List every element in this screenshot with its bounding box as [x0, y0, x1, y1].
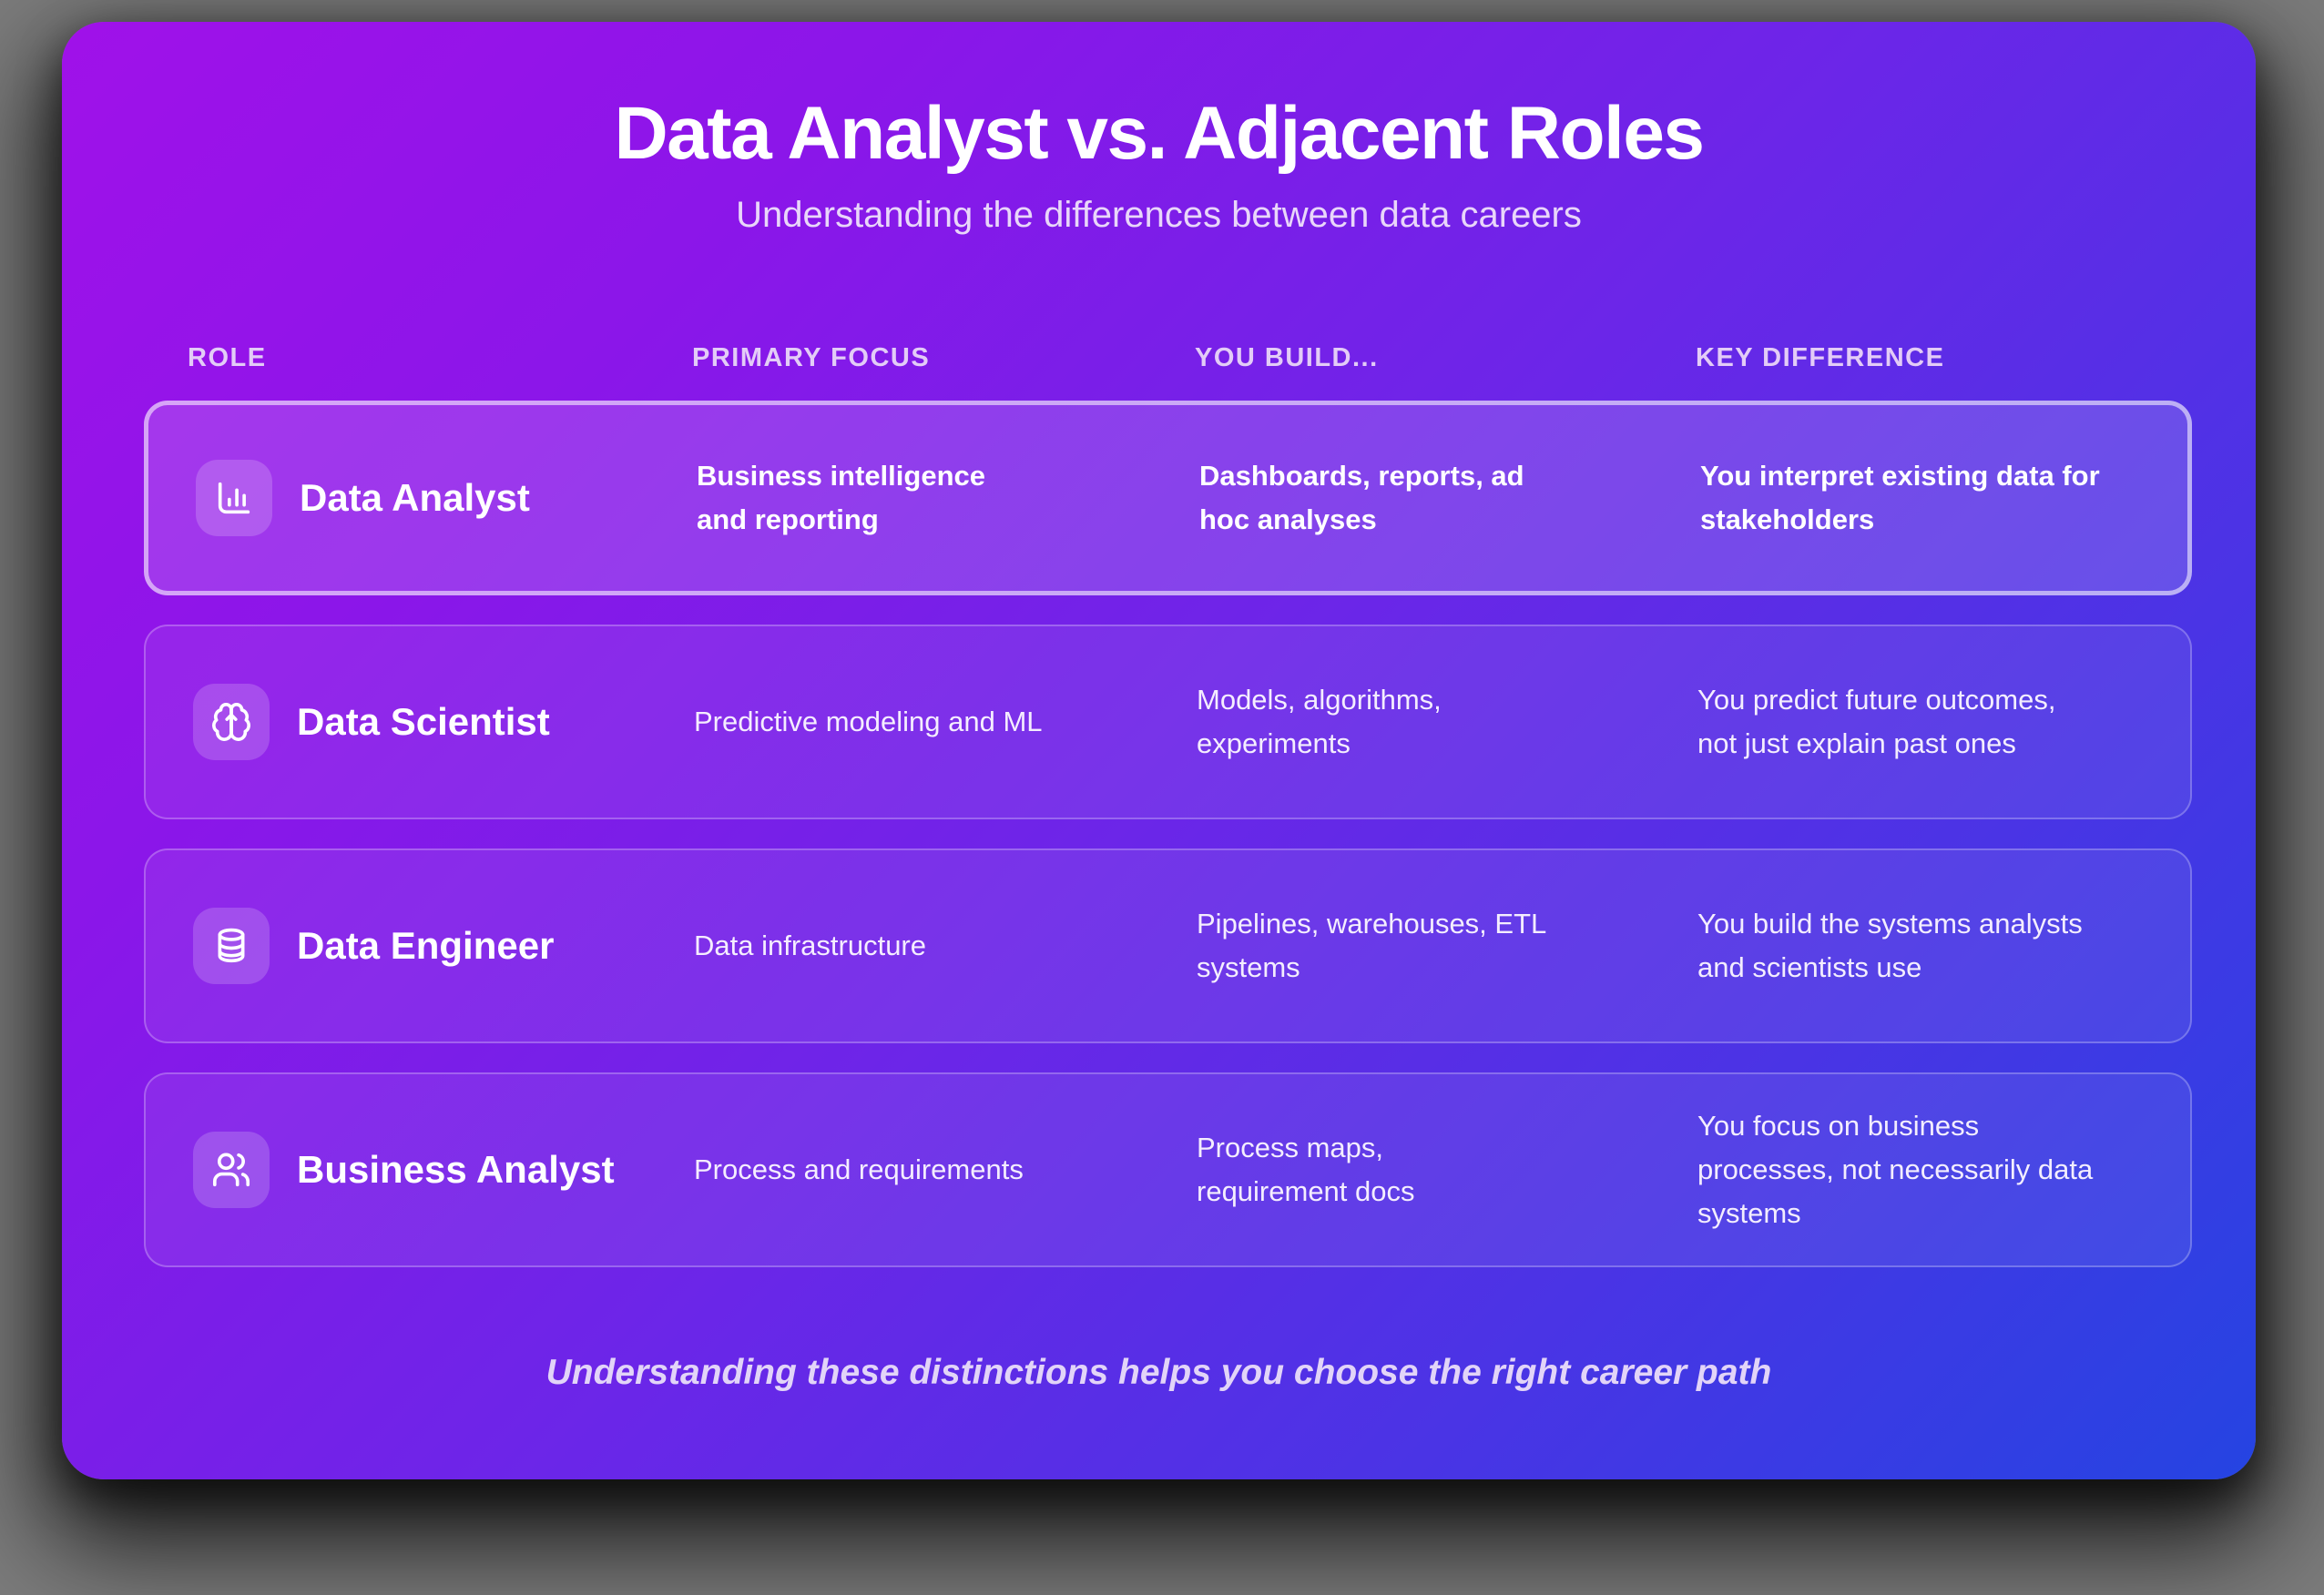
table-row: Data Scientist Predictive modeling and M… [144, 625, 2192, 820]
key-difference-cell: You predict future outcomes, not just ex… [1697, 684, 2056, 760]
infographic-card: Data Analyst vs. Adjacent Roles Understa… [62, 22, 2256, 1479]
primary-focus-cell: Business intelligence and reporting [697, 460, 985, 536]
table-header-row: ROLE PRIMARY FOCUS YOU BUILD... KEY DIFF… [144, 343, 2192, 373]
table-row: Business Analyst Process and requirement… [144, 1072, 2192, 1268]
key-difference-cell: You build the systems analysts and scien… [1697, 908, 2083, 984]
column-header-role: ROLE [188, 343, 267, 373]
primary-focus-cell: Process and requirements [694, 1153, 1024, 1186]
role-name: Data Engineer [297, 923, 555, 967]
database-icon [193, 908, 270, 985]
key-difference-cell: You interpret existing data for stakehol… [1700, 460, 2100, 536]
you-build-cell: Process maps, requirement docs [1197, 1132, 1415, 1208]
column-header-primary-focus: PRIMARY FOCUS [692, 343, 931, 373]
primary-focus-cell: Predictive modeling and ML [694, 706, 1043, 738]
page-subtitle: Understanding the differences between da… [736, 195, 1582, 236]
you-build-cell: Models, algorithms, experiments [1197, 684, 1442, 760]
role-cell: Business Analyst [146, 1132, 694, 1209]
role-cell: Data Analyst [148, 460, 697, 537]
key-difference-cell: You focus on business processes, not nec… [1697, 1110, 2094, 1230]
users-icon [193, 1132, 270, 1209]
role-cell: Data Engineer [146, 908, 694, 985]
role-cell: Data Scientist [146, 684, 694, 761]
primary-focus-cell: Data infrastructure [694, 930, 926, 962]
footer-note: Understanding these distinctions helps y… [545, 1353, 1772, 1393]
role-name: Data Scientist [297, 699, 550, 743]
bar-chart-icon [196, 460, 272, 537]
table-row: Data Engineer Data infrastructure Pipeli… [144, 848, 2192, 1044]
table-row: Data Analyst Business intelligence and r… [144, 401, 2192, 596]
column-header-key-difference: KEY DIFFERENCE [1696, 343, 1945, 373]
you-build-cell: Dashboards, reports, ad hoc analyses [1199, 460, 1524, 536]
role-name: Business Analyst [297, 1147, 615, 1191]
comparison-table: ROLE PRIMARY FOCUS YOU BUILD... KEY DIFF… [62, 343, 2256, 1268]
brain-icon [193, 684, 270, 761]
page-title: Data Analyst vs. Adjacent Roles [614, 92, 1705, 175]
column-header-you-build: YOU BUILD... [1195, 343, 1379, 373]
you-build-cell: Pipelines, warehouses, ETL systems [1197, 908, 1546, 984]
role-name: Data Analyst [300, 475, 530, 519]
